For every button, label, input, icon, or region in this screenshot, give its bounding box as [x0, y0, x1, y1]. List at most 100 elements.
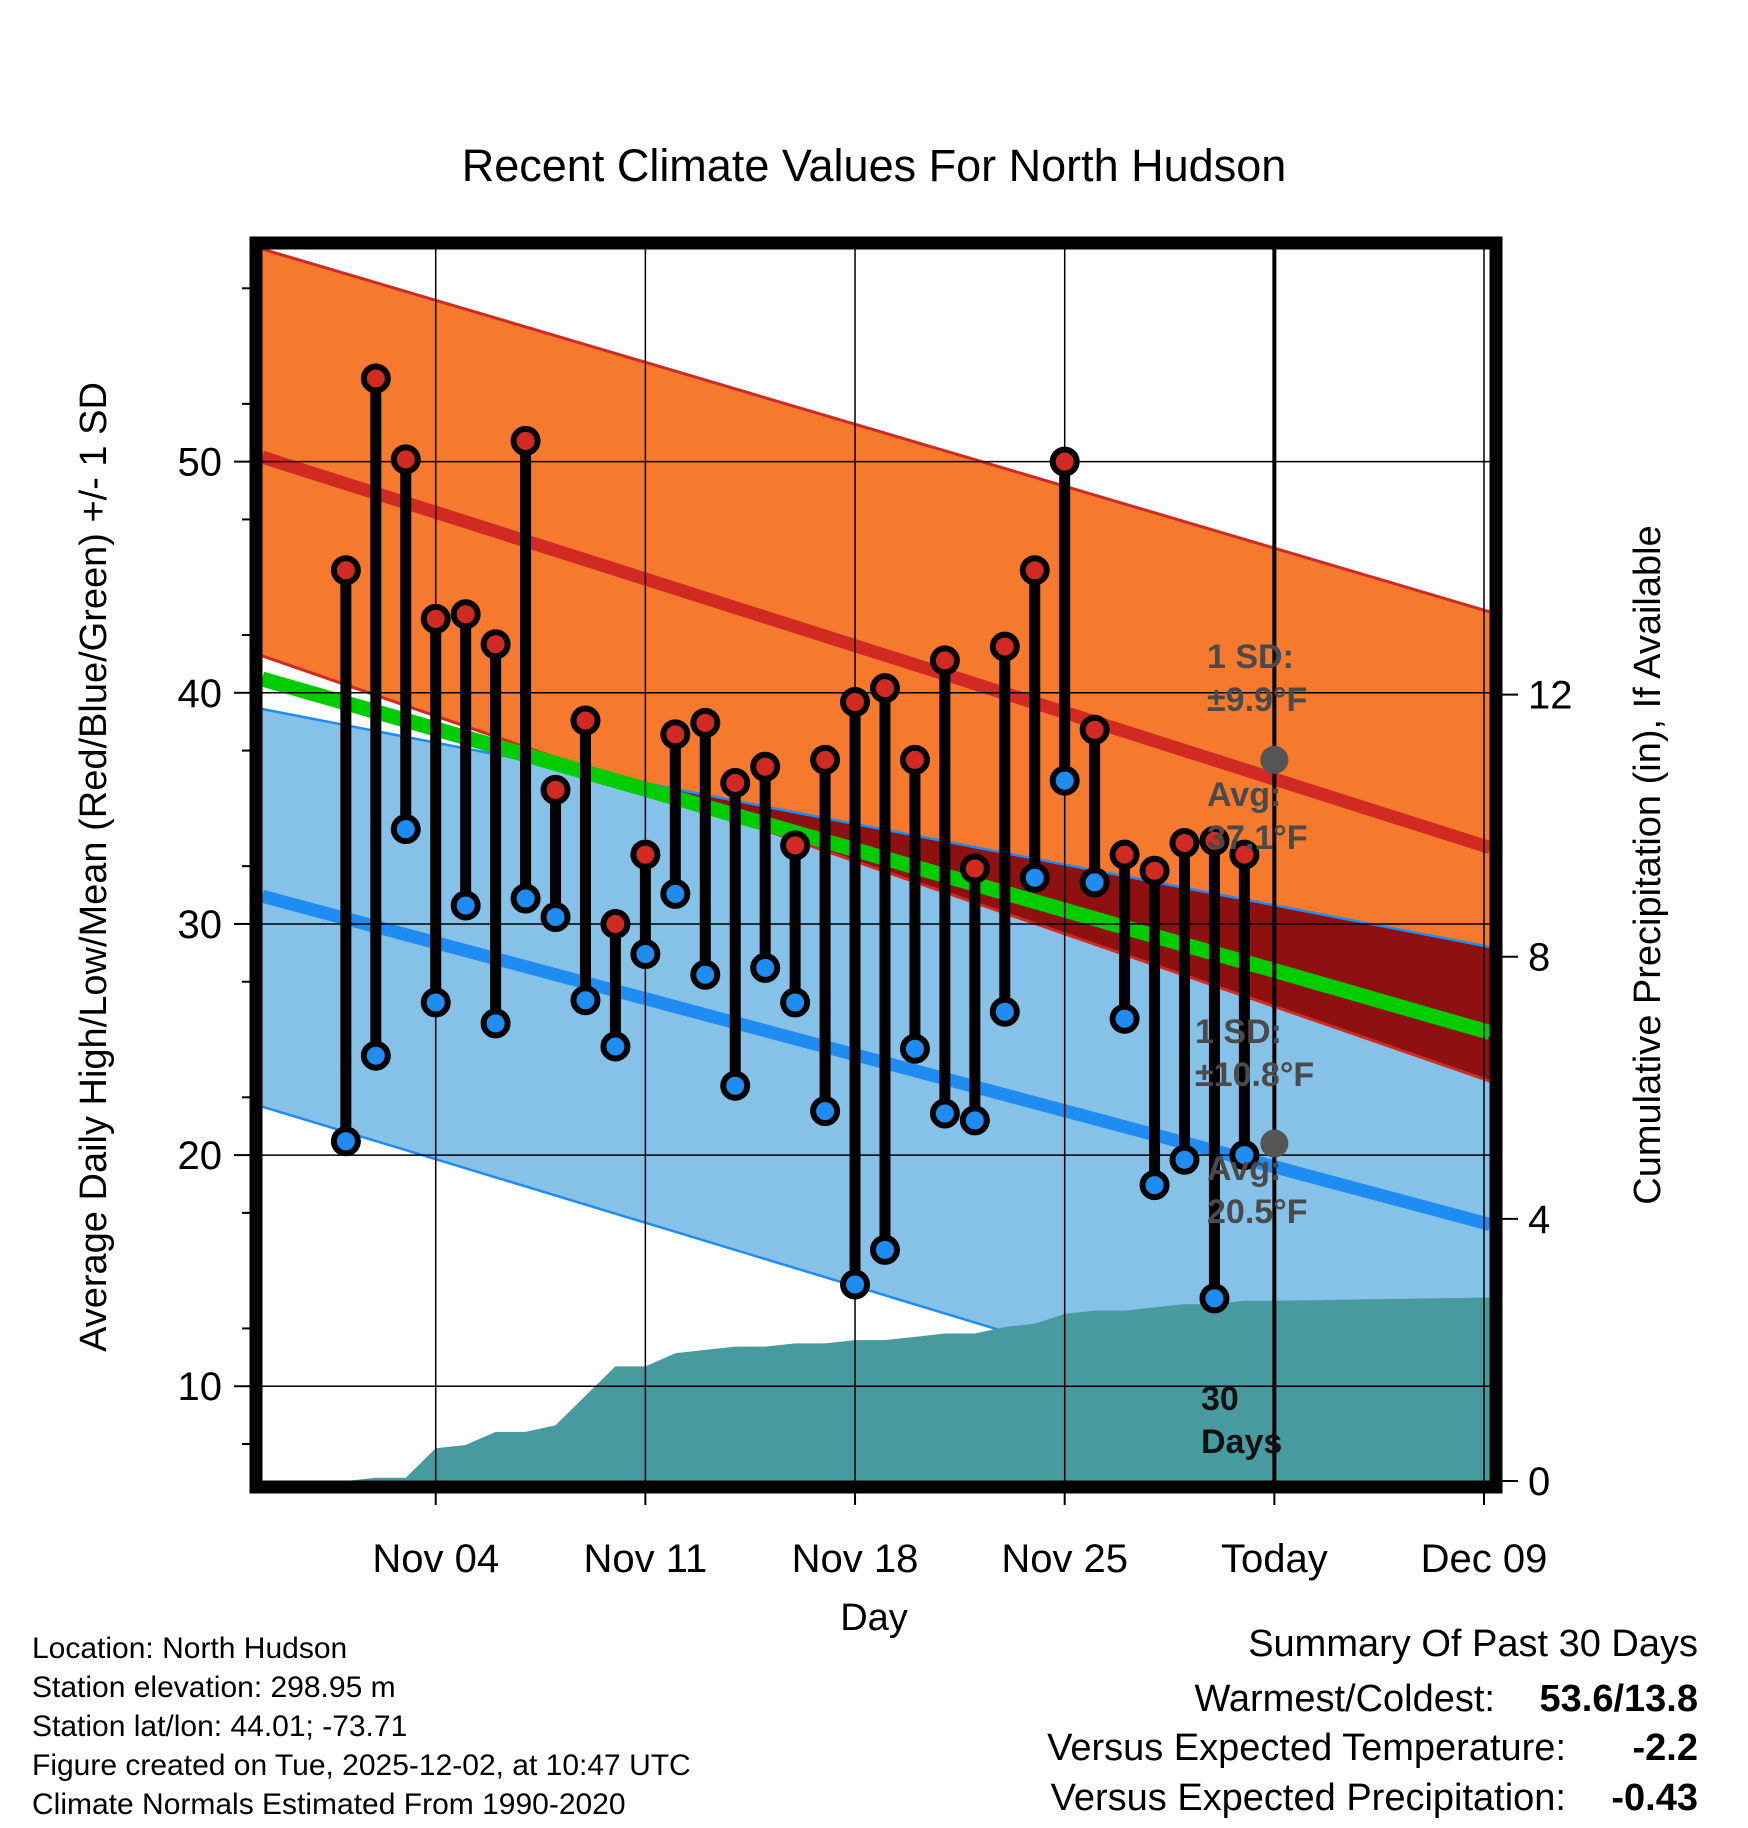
low-point — [630, 938, 661, 969]
precip-area — [262, 1297, 1490, 1481]
daily-points — [330, 363, 1260, 1314]
avg-low-value: 20.5°F — [1207, 1193, 1308, 1231]
low-point — [480, 1008, 511, 1039]
high-point — [780, 830, 811, 861]
high-point — [540, 774, 571, 805]
low-point — [780, 987, 811, 1018]
high-point — [750, 751, 781, 782]
low-point — [840, 1269, 871, 1300]
y-tick-label: 40 — [178, 672, 223, 716]
high-point — [600, 908, 631, 939]
low-point — [540, 902, 571, 933]
high-point — [989, 631, 1020, 662]
low-point — [1169, 1144, 1200, 1175]
days-count-label: 30 — [1201, 1380, 1239, 1418]
summary-temp-label: Versus Expected Temperature: — [1047, 1727, 1566, 1769]
chart-title: Recent Climate Values For North Hudson — [462, 140, 1287, 191]
avg-low-label: Avg: — [1207, 1150, 1281, 1188]
y-tick-label: 20 — [178, 1134, 223, 1178]
y-axis-label: Average Daily High/Low/Mean (Red/Blue/Gr… — [73, 382, 115, 1352]
days-word-label: Days — [1201, 1423, 1282, 1461]
low-point — [1109, 1003, 1140, 1034]
plot-frame — [249, 236, 1503, 1494]
high-point — [420, 603, 451, 634]
x-axis-label: Day — [840, 1597, 908, 1639]
low-point — [899, 1033, 930, 1064]
low-point — [330, 1126, 361, 1157]
x-tick-label: Dec 09 — [1421, 1537, 1548, 1581]
avg-low-line — [262, 889, 1490, 1231]
y-tick-label: 50 — [178, 441, 223, 485]
low-point — [929, 1098, 960, 1129]
footer-created: Figure created on Tue, 2025-12-02, at 10… — [32, 1749, 691, 1782]
low-point — [690, 959, 721, 990]
high-point — [720, 767, 751, 798]
today-markers — [1260, 745, 1289, 1158]
high-point — [390, 444, 421, 475]
high-point — [570, 705, 601, 736]
summary-heading: Summary Of Past 30 Days — [1248, 1623, 1698, 1665]
high-point — [450, 599, 481, 630]
high-point — [810, 744, 841, 775]
avg-high-line — [262, 450, 1490, 854]
high-point — [660, 719, 691, 750]
low-point — [1199, 1283, 1230, 1314]
high-point — [480, 629, 511, 660]
high-point — [1049, 446, 1080, 477]
footer-elevation: Station elevation: 298.95 m — [32, 1671, 396, 1704]
plot-area — [262, 249, 1490, 1481]
low-point — [660, 878, 691, 909]
today-avg-low-marker — [1260, 1129, 1289, 1158]
high-point — [840, 687, 871, 718]
today-avg-high-marker — [1260, 745, 1289, 774]
summary-warm-cold-value: 53.6/13.8 — [1540, 1678, 1698, 1720]
y2-tick-label: 0 — [1528, 1460, 1550, 1504]
low-point — [600, 1031, 631, 1062]
footer-latlon: Station lat/lon: 44.01; -73.71 — [32, 1710, 407, 1743]
y2-tick-label: 4 — [1528, 1198, 1550, 1242]
avg-high-label: Avg: — [1207, 776, 1281, 814]
high-point — [690, 707, 721, 738]
high-point — [1229, 839, 1260, 870]
high-point — [330, 555, 361, 586]
low-point — [750, 952, 781, 983]
axis-ticks: Nov 04 Nov 11 Nov 18 Nov 25 Today Dec 09 10 20 3… — [178, 287, 1573, 1581]
low-point — [1079, 867, 1110, 898]
avg-high-value: 37.1°F — [1207, 819, 1308, 857]
low-point — [989, 996, 1020, 1027]
low-point — [390, 814, 421, 845]
summary-precip-value: -0.43 — [1611, 1777, 1698, 1819]
high-point — [899, 744, 930, 775]
summary-temp-value: -2.2 — [1633, 1727, 1698, 1769]
y2-tick-label: 8 — [1528, 936, 1550, 980]
high-point — [1019, 555, 1050, 586]
low-point — [959, 1105, 990, 1136]
y-tick-label: 10 — [178, 1365, 223, 1409]
sd-high-value: ±9.9°F — [1207, 681, 1307, 719]
high-point — [1199, 825, 1230, 856]
low-point — [1229, 1140, 1260, 1171]
high-point — [1169, 828, 1200, 859]
high-point — [360, 363, 391, 394]
sd-low-label: 1 SD: — [1195, 1013, 1282, 1051]
low-point — [450, 890, 481, 921]
y2-axis-label: Cumulative Precipitation (in), If Availa… — [1627, 525, 1669, 1204]
low-point — [510, 883, 541, 914]
low-point — [1049, 765, 1080, 796]
x-tick-label: Nov 18 — [792, 1537, 919, 1581]
high-point — [630, 839, 661, 870]
high-point — [510, 425, 541, 456]
high-point — [959, 853, 990, 884]
footer-location: Location: North Hudson — [32, 1632, 347, 1665]
high-point — [1139, 855, 1170, 886]
x-tick-label: Today — [1221, 1537, 1328, 1581]
low-point — [869, 1234, 900, 1265]
low-point — [720, 1070, 751, 1101]
low-point — [1139, 1170, 1170, 1201]
low-point — [420, 987, 451, 1018]
high-point — [1109, 839, 1140, 870]
summary-warm-cold-label: Warmest/Coldest: — [1194, 1678, 1495, 1720]
high-point — [869, 673, 900, 704]
x-tick-label: Nov 11 — [583, 1537, 707, 1581]
